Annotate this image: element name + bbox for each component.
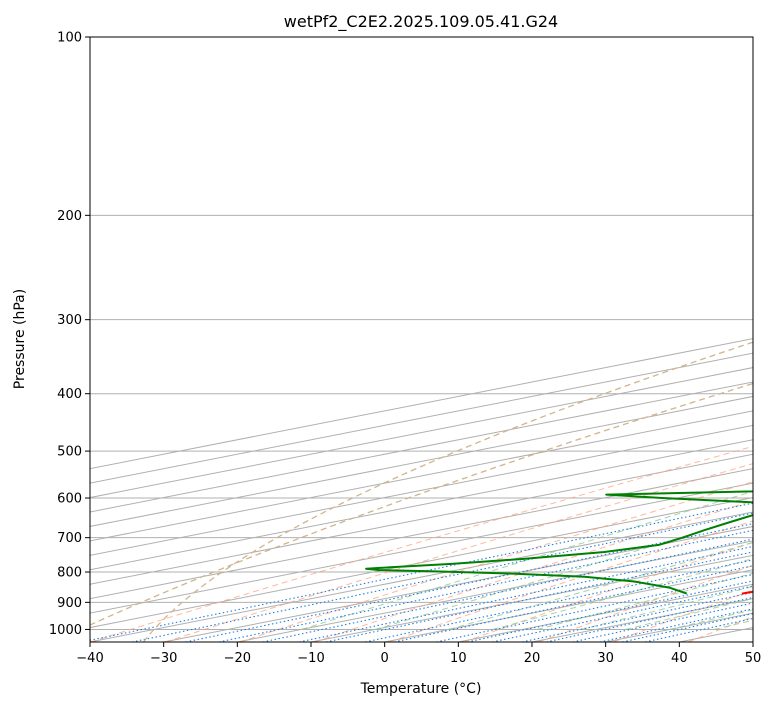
y-axis-ticks: 1000 900 800 700 600 500 400 300 200 100: [49, 31, 90, 638]
plot-frame: [89, 36, 754, 643]
y-tick-label: 500: [57, 445, 82, 460]
horizontal-grid: [90, 37, 753, 630]
y-tick-label: 600: [57, 492, 82, 507]
y-tick-label: 200: [57, 209, 82, 224]
moist-adiabat-lines: [301, 37, 775, 630]
dry-adiabat-line: [538, 564, 753, 642]
y-axis-label: Pressure (hPa): [12, 289, 28, 389]
isotherm-line: [163, 525, 753, 642]
isotherm-line: [90, 482, 753, 614]
dry-adiabat-line: [463, 541, 753, 642]
mixing-ratio-line: [365, 559, 753, 642]
y-tick-label: 1000: [49, 623, 82, 638]
temperature-profile-line: [741, 590, 753, 595]
reference-curve: [142, 341, 753, 642]
moist-adiabat-line: [301, 490, 753, 630]
y-tick-label: 100: [57, 31, 82, 46]
moist-adiabat-line: [492, 557, 753, 630]
isotherm-lines: [90, 338, 753, 642]
plot-area: [90, 37, 775, 642]
moist-adiabat-line: [669, 609, 753, 630]
y-tick-label: 700: [57, 531, 82, 546]
sounding-profiles: [365, 490, 753, 595]
dry-adiabat-line: [389, 520, 753, 642]
moist-adiabat-line: [581, 586, 753, 630]
mixing-ratio-line: [492, 585, 753, 642]
mixing-ratio-line: [436, 573, 753, 642]
mixing-ratio-line: [131, 512, 753, 642]
isotherm-line: [384, 569, 753, 642]
dry-adiabat-line: [165, 463, 753, 642]
x-tick-label: 10: [450, 651, 467, 666]
moist-adiabat-line: [374, 514, 753, 630]
isotherm-line: [531, 598, 753, 642]
x-tick-label: −40: [76, 651, 103, 666]
y-tick-label: 300: [57, 313, 82, 328]
isotherm-line: [90, 424, 753, 556]
mixing-ratio-line: [467, 580, 753, 642]
x-tick-label: −20: [224, 651, 251, 666]
mixing-ratio-line: [262, 538, 753, 642]
isotherm-line: [752, 641, 753, 642]
y-tick-label: 800: [57, 566, 82, 581]
chart-title: wetPf2_C2E2.2025.109.05.41.G24: [284, 12, 558, 32]
moist-adiabat-line: [758, 37, 775, 629]
dewpoint-profile-line: [365, 490, 753, 595]
isotherm-line: [90, 497, 753, 629]
isotherm-line: [90, 338, 753, 470]
x-axis-ticks: −40 −30 −20 −10 0 10 20 30 40 50: [76, 642, 761, 666]
x-tick-label: −10: [297, 651, 324, 666]
y-tick-label: 400: [57, 387, 82, 402]
isotherm-line: [90, 468, 753, 600]
x-tick-label: −30: [150, 651, 177, 666]
moist-adiabat-line: [448, 541, 753, 630]
mixing-ratio-line: [90, 502, 753, 641]
dry-adiabat-line: [90, 445, 753, 642]
isotherm-line: [310, 554, 753, 642]
isotherm-line: [90, 511, 753, 642]
mixing-ratio-line: [394, 565, 753, 642]
isotherm-line: [90, 453, 753, 585]
mixing-ratio-lines: [90, 502, 753, 642]
reference-curve: [90, 382, 753, 626]
dry-adiabat-lines: [90, 37, 775, 642]
x-axis-label: Temperature (°C): [360, 681, 482, 697]
reference-curves: [90, 341, 753, 642]
x-tick-label: 0: [381, 651, 389, 666]
x-tick-label: 40: [671, 651, 688, 666]
dry-adiabat-line: [239, 481, 753, 642]
y-tick-label: 900: [57, 596, 82, 611]
isotherm-line: [90, 439, 753, 571]
x-tick-label: 30: [597, 651, 614, 666]
dry-adiabat-line: [314, 500, 753, 642]
x-tick-label: 50: [745, 651, 762, 666]
isotherm-line: [237, 540, 753, 642]
dry-adiabat-line: [763, 37, 775, 642]
x-tick-label: 20: [524, 651, 541, 666]
